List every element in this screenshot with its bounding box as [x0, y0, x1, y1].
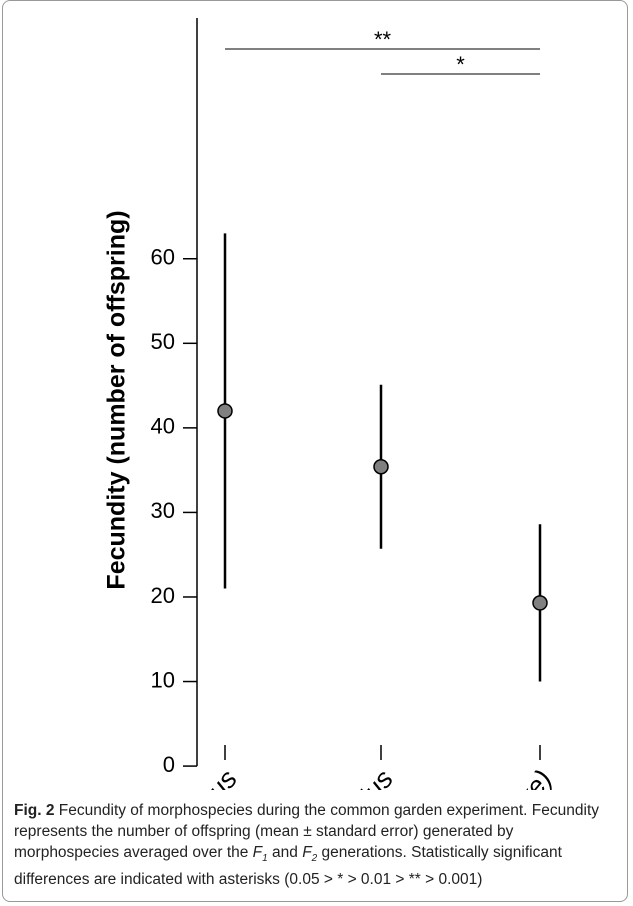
mean-point — [217, 403, 233, 419]
caption-text: 2 — [311, 853, 318, 865]
y-axis-label: Fecundity (number of offspring) — [103, 210, 131, 589]
caption-text: generations. Statistically significant d… — [14, 844, 562, 889]
significance-label: ** — [374, 27, 392, 52]
y-tick-label: 10 — [151, 667, 175, 692]
caption-label: Fig. 2 — [14, 802, 55, 819]
y-tick-label: 0 — [163, 752, 175, 777]
caption-text: F — [252, 844, 263, 861]
y-tick-label: 60 — [151, 245, 175, 270]
x-tick-label: L. sp. (ovum-like) — [402, 764, 558, 790]
x-tick-label: L. solidus — [303, 764, 399, 790]
mean-point — [532, 595, 548, 611]
y-tick-label: 40 — [151, 414, 175, 439]
caption-text: 1 — [262, 853, 268, 865]
y-tick-label: 20 — [151, 583, 175, 608]
caption-text: and — [267, 844, 303, 861]
chart: Fecundity (number of offspring) 0 10 20 30 4… — [103, 18, 558, 790]
caption: Fig. 2 Fecundity of morphospecies during… — [14, 800, 614, 890]
significance-label: * — [456, 52, 465, 77]
caption-text: Fecundity of morphospecies during the co… — [14, 802, 599, 861]
caption-text: F — [302, 844, 312, 861]
y-tick-label: 30 — [151, 498, 175, 523]
y-tick-label: 50 — [151, 329, 175, 354]
mean-point — [373, 459, 389, 475]
x-tick-label: L. nyassanus — [118, 764, 243, 790]
